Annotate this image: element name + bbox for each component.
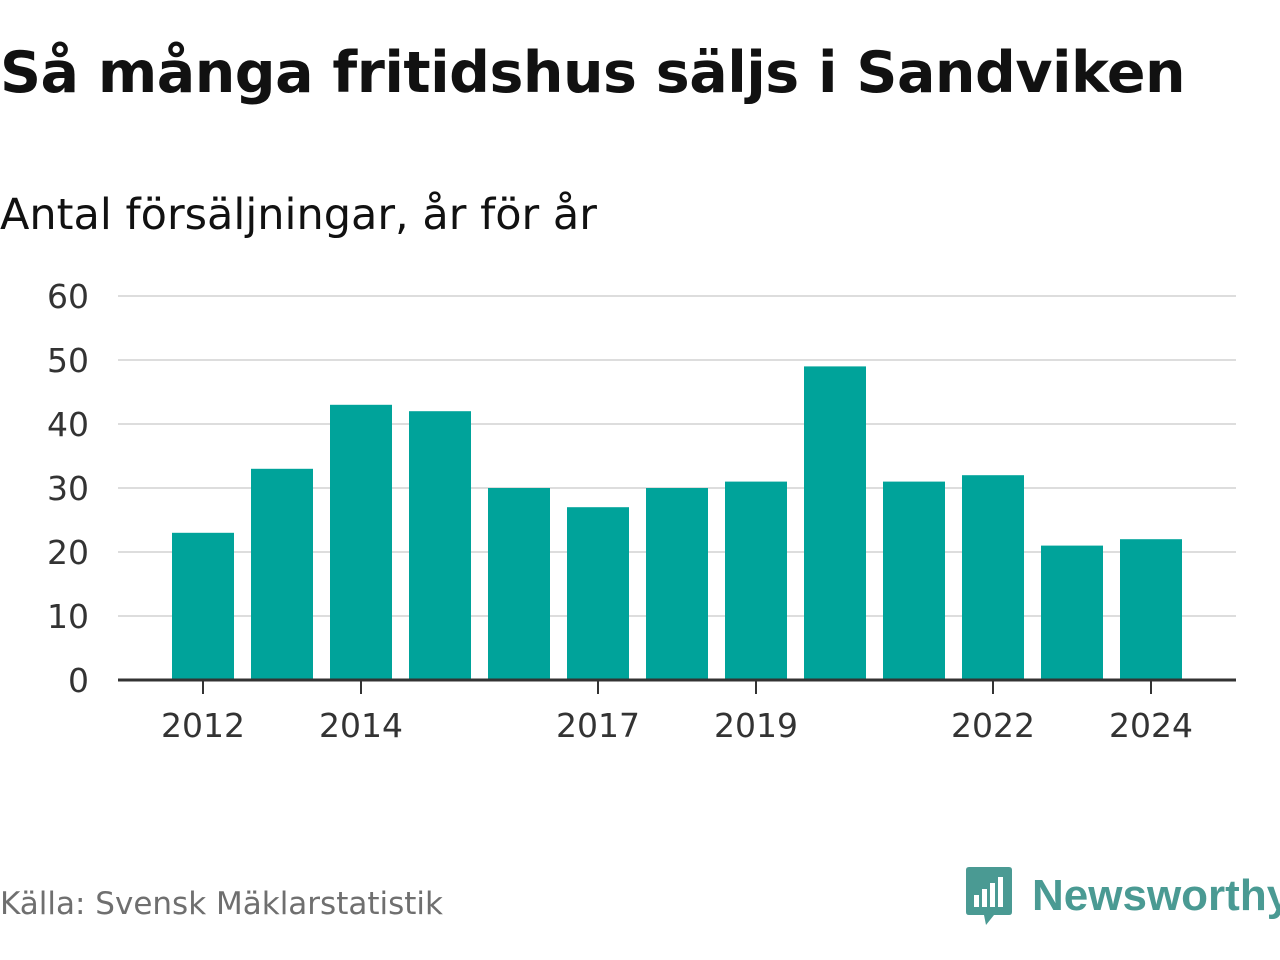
x-tick-label: 2019 bbox=[714, 706, 798, 745]
bar-2017 bbox=[567, 507, 629, 680]
y-tick-label: 20 bbox=[47, 533, 89, 572]
bar-2019 bbox=[725, 481, 787, 680]
y-tick-label: 40 bbox=[47, 405, 89, 444]
newsworthy-chart-bubble-icon bbox=[966, 867, 1012, 925]
bar-2012 bbox=[172, 532, 234, 680]
bar-2018 bbox=[646, 488, 708, 680]
bar-2022 bbox=[962, 475, 1024, 680]
y-tick-label: 30 bbox=[47, 469, 89, 508]
bar-2013 bbox=[251, 468, 313, 680]
chart-title: Så många fritidshus säljs i Sandviken bbox=[0, 40, 1186, 106]
bar-2021 bbox=[883, 481, 945, 680]
bar-2015 bbox=[409, 411, 471, 680]
bar-2020 bbox=[804, 366, 866, 680]
x-tick-label: 2022 bbox=[951, 706, 1035, 745]
bars bbox=[172, 366, 1182, 680]
y-tick-label: 10 bbox=[47, 597, 89, 636]
brand-logo: Newsworthy bbox=[964, 864, 1280, 928]
bar-2016 bbox=[488, 488, 550, 680]
y-tick-label: 0 bbox=[68, 661, 89, 700]
y-tick-label: 60 bbox=[47, 277, 89, 316]
x-tick-label: 2017 bbox=[556, 706, 640, 745]
bar-2024 bbox=[1120, 539, 1182, 680]
y-tick-label: 50 bbox=[47, 341, 89, 380]
x-tick-label: 2014 bbox=[319, 706, 403, 745]
brand-name: Newsworthy bbox=[1032, 871, 1280, 920]
axes: 0 10 20 30 40 50 60 2012 2014 2017 2019 2022 2024 bbox=[47, 277, 1236, 745]
bar-chart: 0 10 20 30 40 50 60 2012 2014 2017 2019 2022 2024 bbox=[47, 277, 1236, 745]
bar-2014 bbox=[330, 404, 392, 680]
x-tick-label: 2024 bbox=[1109, 706, 1193, 745]
chart-subtitle: Antal försäljningar, år för år bbox=[0, 190, 597, 240]
x-tick-label: 2012 bbox=[161, 706, 245, 745]
bar-2023 bbox=[1041, 545, 1103, 680]
source-note: Källa: Svensk Mäklarstatistik bbox=[0, 886, 443, 922]
